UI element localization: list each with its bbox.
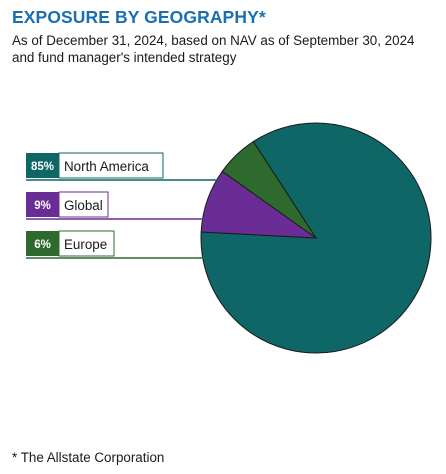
legend-label-global: Global — [64, 198, 103, 213]
legend-label-box-europe — [58, 230, 115, 257]
chart-legend: 85% North America 9% Global 6% Europe — [26, 152, 219, 259]
chart-title: EXPOSURE BY GEOGRAPHY* — [12, 7, 266, 27]
legend-label-north-america: North America — [64, 159, 149, 174]
legend-badge-global — [26, 192, 59, 217]
chart-subtitle: As of December 31, 2024, based on NAV as… — [12, 32, 442, 66]
legend-value-north-america: 85% — [31, 161, 54, 173]
subtitle-line-2: and fund manager's intended strategy — [12, 50, 237, 65]
footnote: * The Allstate Corporation — [12, 450, 165, 465]
legend-value-global: 9% — [34, 200, 51, 212]
pie-slices — [200, 122, 432, 354]
legend-badge-north-america — [26, 153, 59, 178]
legend-label-box-global — [58, 191, 109, 218]
pie-slice-europe — [221, 140, 317, 239]
subtitle-line-1: As of December 31, 2024, based on NAV as… — [12, 33, 415, 48]
legend-badge-europe — [26, 231, 59, 256]
legend-value-europe: 6% — [34, 239, 51, 251]
legend-label-box-north-america — [58, 152, 164, 179]
legend-label-europe: Europe — [64, 237, 107, 252]
